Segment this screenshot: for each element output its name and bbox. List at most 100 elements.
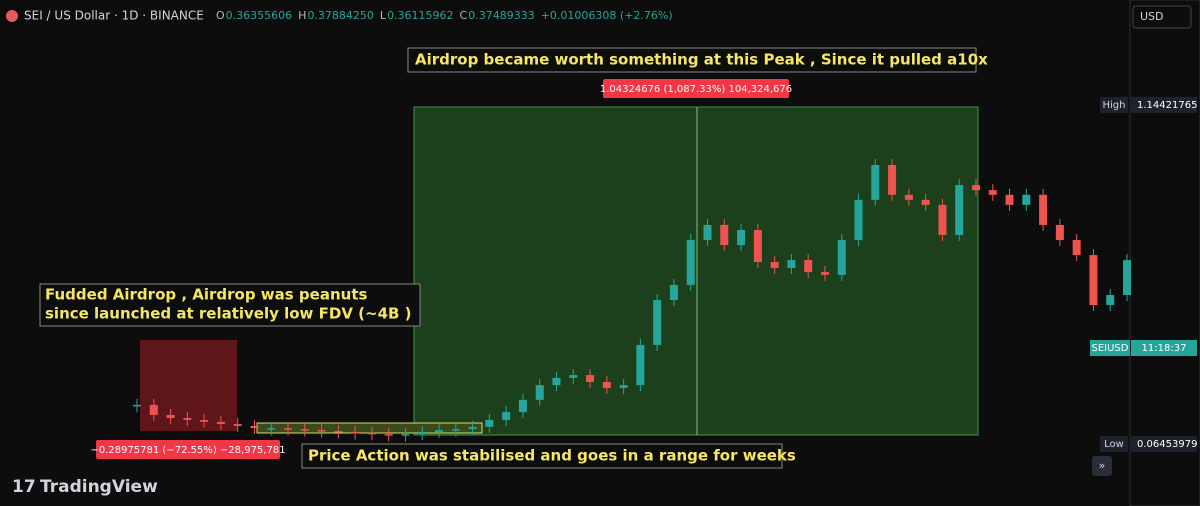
candle (418, 431, 427, 435)
candle (284, 428, 293, 430)
candle (502, 412, 511, 420)
candle (955, 185, 964, 236)
candle (200, 419, 209, 422)
candle (787, 260, 796, 268)
note: Airdrop became worth something at this P… (415, 51, 988, 69)
candle (770, 262, 779, 268)
scale-key: High (1103, 100, 1126, 111)
candle (384, 434, 393, 436)
candle (216, 421, 225, 425)
label-box (1090, 340, 1130, 356)
price-axis (1129, 0, 1200, 506)
candle (552, 377, 561, 386)
ohlc-value: 0.36115962 (387, 9, 453, 22)
candle (451, 429, 460, 431)
candle (300, 429, 309, 431)
candle (720, 224, 729, 246)
candle (1022, 194, 1031, 205)
candle (1005, 194, 1014, 205)
candle (334, 430, 343, 433)
candle (166, 414, 175, 419)
candle (183, 418, 192, 420)
change: +0.01006308 (+2.76%) (541, 9, 673, 22)
ohlc-value: 0.36355606 (226, 9, 292, 22)
candle (317, 430, 326, 432)
candle (586, 375, 595, 382)
countdown: 11:18:37 (1142, 343, 1187, 354)
candle (888, 164, 897, 195)
gain-box (413, 106, 979, 436)
candle (971, 185, 980, 191)
label-box (1131, 96, 1197, 113)
ohlc-key: L (380, 9, 387, 22)
candle (435, 430, 444, 432)
candle (703, 224, 712, 241)
symbol: SEI / US Dollar · 1D · BINANCE (24, 9, 204, 23)
scale-labels: High 1.14421765 Low 0.06453979 SEIUSD 11:18:3… (1090, 96, 1197, 452)
label-box (1131, 340, 1197, 356)
label-box (1100, 96, 1128, 113)
label-box (1100, 435, 1128, 452)
candle (837, 240, 846, 275)
range-box (256, 422, 483, 434)
candle (804, 260, 813, 273)
scale-value: 0.06453979 (1137, 439, 1197, 450)
candle (686, 240, 695, 285)
candle (569, 375, 578, 378)
gain-label: 1.04324676 (1,087.33%) 104,324,676 (600, 84, 792, 95)
candle (653, 300, 662, 345)
ohlc-value: 0.37884250 (307, 9, 373, 22)
symbol-icon (6, 10, 18, 22)
note-box (407, 47, 977, 73)
candle (1106, 294, 1115, 306)
currency-select[interactable] (1132, 5, 1192, 29)
label-box (1131, 435, 1197, 452)
candle (133, 404, 141, 407)
symbol-tag: SEIUSD (1092, 343, 1129, 354)
note: Fudded Airdrop , Airdrop was peanuts (45, 286, 367, 304)
candle (1123, 260, 1131, 295)
ohlc-key: O (216, 9, 225, 22)
ohlc: O 0.36355606 H 0.37884250 L 0.36115962 C 0.3748… (216, 9, 673, 22)
candle (250, 425, 259, 429)
candle (871, 164, 880, 200)
candle (854, 199, 863, 241)
candle (669, 284, 678, 301)
ohlc-key: C (460, 9, 468, 22)
brand: TradingView (40, 477, 158, 497)
candle (1039, 194, 1048, 225)
scale-key: Low (1104, 439, 1124, 450)
tag-box (603, 79, 789, 98)
candle (938, 204, 947, 236)
scroll-icon[interactable]: » (1099, 459, 1106, 472)
currency[interactable]: USD (1140, 10, 1164, 23)
candle (820, 272, 829, 275)
note: Price Action was stabilised and goes in … (308, 447, 796, 465)
logo-mark: 𝟭𝟳 (12, 477, 36, 497)
candle (636, 344, 645, 386)
candle (904, 194, 913, 200)
candle (1089, 255, 1098, 306)
loss-label: −0.28975781 (−72.55%) −28,975,781 (90, 445, 285, 456)
candle (737, 229, 746, 246)
candle (367, 432, 376, 435)
candle (149, 404, 158, 415)
tag-box (96, 440, 280, 459)
candle (267, 428, 276, 430)
scroll-button[interactable] (1092, 456, 1112, 476)
note-box (39, 283, 421, 327)
candle (535, 385, 544, 400)
scale-value: 1.14421765 (1137, 100, 1197, 111)
ohlc-value: 0.37489333 (468, 9, 534, 22)
candle (485, 419, 494, 427)
ohlc-key: H (298, 9, 306, 22)
candle (602, 381, 611, 388)
note: since launched at relatively low FDV (~4… (45, 305, 412, 323)
loss-box (140, 340, 237, 431)
candle (619, 385, 628, 388)
candle (921, 199, 930, 205)
candle (1055, 224, 1064, 241)
candle (401, 434, 410, 436)
